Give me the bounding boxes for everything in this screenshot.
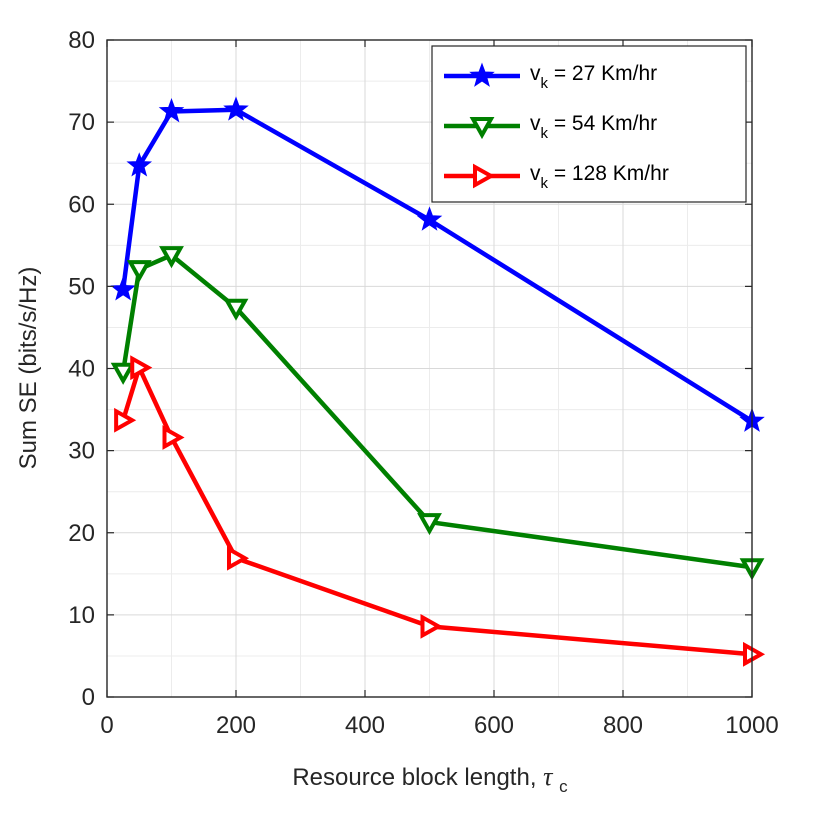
data-point-marker	[417, 513, 442, 536]
legend-marker	[469, 62, 495, 87]
y-axis-title: Sum SE (bits/s/Hz)	[15, 267, 42, 470]
data-point-marker	[130, 355, 153, 381]
y-tick-label: 70	[68, 109, 95, 136]
x-tick-label: 200	[216, 712, 256, 739]
legend-entry-2: vk = 54 Km/hr	[444, 112, 657, 142]
legend-label-suffix: = 27 Km/hr	[548, 62, 657, 85]
series-line	[120, 107, 754, 423]
legend-label-subscript: k	[541, 75, 549, 92]
y-tick-label: 50	[68, 273, 95, 300]
legend-label: vk = 27 Km/hr	[530, 62, 657, 92]
y-tick-label: 40	[68, 356, 95, 383]
data-point-marker	[743, 641, 766, 667]
data-point-marker	[110, 362, 136, 385]
data-point-marker	[227, 545, 250, 571]
legend-label-prefix: v	[530, 62, 541, 85]
x-tick-label: 400	[345, 712, 385, 739]
legend-label-subscript: k	[541, 125, 549, 142]
x-axis-title-symbol: τ	[543, 762, 554, 791]
series-line	[120, 252, 753, 570]
data-point-marker	[416, 206, 443, 231]
data-point-marker	[126, 152, 153, 177]
y-tick-label: 10	[68, 602, 95, 629]
x-axis-title-text: Resource block length,	[292, 764, 543, 791]
data-point-marker	[114, 407, 137, 433]
y-tick-label: 0	[82, 684, 95, 711]
series-2	[110, 246, 765, 581]
data-point-marker	[159, 246, 184, 269]
x-axis-title: Resource block length, τ c	[292, 762, 568, 796]
y-tick-label: 80	[68, 27, 95, 54]
y-tick-label: 30	[68, 438, 95, 465]
x-tick-label: 0	[100, 712, 113, 739]
data-point-marker	[110, 276, 136, 301]
series-3	[114, 355, 766, 667]
data-point-marker	[158, 98, 185, 123]
y-tick-label: 20	[68, 520, 95, 547]
x-tick-label: 600	[474, 712, 514, 739]
legend-label-suffix: = 54 Km/hr	[548, 112, 657, 135]
axis-ticks: 0 200 400 600 800 1000 0 10 20 30 40 50 60 70 80	[68, 27, 778, 739]
legend-marker	[473, 163, 496, 189]
data-point-marker	[223, 298, 249, 321]
x-axis-title-subscript: c	[559, 777, 568, 796]
x-tick-label: 800	[603, 712, 643, 739]
legend-label: vk = 128 Km/hr	[530, 162, 669, 192]
legend-entry-1: vk = 27 Km/hr	[444, 62, 657, 92]
data-point-marker	[420, 613, 443, 639]
data-point-marker	[126, 260, 152, 283]
legend-label-suffix: = 128 Km/hr	[548, 162, 669, 185]
y-tick-label: 60	[68, 191, 95, 218]
legend-entry-3: vk = 128 Km/hr	[444, 162, 669, 192]
data-point-marker	[162, 425, 185, 450]
legend-label: vk = 54 Km/hr	[530, 112, 657, 142]
legend-marker	[469, 117, 495, 140]
legend-label-prefix: v	[530, 162, 541, 185]
data-point-marker	[223, 96, 249, 121]
x-tick-label: 1000	[725, 712, 778, 739]
legend-label-subscript: k	[541, 175, 549, 192]
legend-label-prefix: v	[530, 112, 541, 135]
